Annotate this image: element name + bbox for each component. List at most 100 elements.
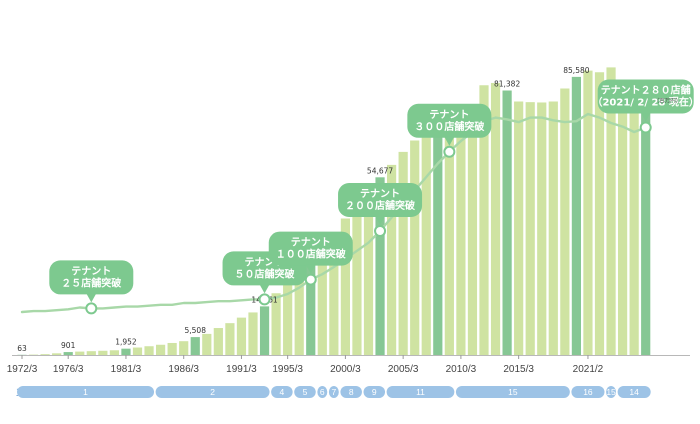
- factory-segment: [155, 386, 270, 398]
- sales-bar: [340, 218, 350, 355]
- bar-value-label: 85,580: [563, 66, 589, 75]
- factory-segment-label: 11: [416, 387, 425, 397]
- sales-bar: [583, 70, 593, 356]
- bars-layer: [17, 67, 651, 356]
- sales-bar: [594, 72, 605, 355]
- factory-segment: [317, 386, 328, 398]
- sales-bar: [363, 190, 374, 356]
- sales-bar: [317, 251, 327, 355]
- callout-bubble: [407, 103, 492, 138]
- milestone-marker: [443, 145, 456, 158]
- callout-pointer: [640, 112, 651, 122]
- factory-count-layer: 工場数124567891115161514: [16, 386, 651, 399]
- x-tick-label: 2010/3: [446, 364, 477, 375]
- sales-bar: [456, 110, 466, 355]
- sales-bar: [75, 351, 85, 355]
- callout-bubble: [338, 183, 423, 217]
- sales-bar: [502, 90, 512, 355]
- sales-bar: [52, 353, 62, 355]
- milestone-marker: [258, 293, 271, 306]
- factory-segment-label: 6: [320, 387, 325, 397]
- unit-label: （百万円）: [654, 98, 682, 105]
- sales-bar: [225, 323, 235, 355]
- sales-bar: [421, 125, 431, 356]
- bar-value-label: 54,677: [367, 166, 393, 175]
- factory-segment: [455, 386, 570, 398]
- callout-pointer: [375, 216, 386, 225]
- callout-text: テナント: [360, 188, 400, 200]
- tenant-count-line: [20, 112, 647, 314]
- x-tick-label: 2000/3: [330, 364, 361, 375]
- milestone-marker: [374, 225, 387, 237]
- factory-segment-label: 4: [280, 387, 285, 397]
- x-tick-label: 2005/3: [388, 364, 419, 375]
- sales-bar: [537, 102, 547, 355]
- x-tick-label: 2021/2: [573, 364, 604, 375]
- sales-bar: [490, 82, 501, 355]
- factory-segment: [17, 386, 155, 398]
- factory-segment: [294, 386, 316, 398]
- sales-bar: [410, 140, 420, 355]
- factory-segment-label: 15: [606, 387, 616, 397]
- x-tick-label: 1995/3: [272, 364, 303, 375]
- factory-segment-label: 1: [83, 387, 88, 397]
- sales-bar: [467, 112, 478, 356]
- sales-bar: [132, 347, 143, 355]
- sales-bar: [548, 101, 558, 355]
- factory-segment-label: 7: [331, 387, 336, 397]
- bar-value-label: 1,952: [115, 338, 137, 347]
- callout-text: １００店舗突破: [276, 248, 346, 261]
- sales-bar: [213, 328, 223, 355]
- factory-segment: [328, 386, 339, 398]
- sales-bar: [375, 177, 385, 355]
- callout-text: テナント: [71, 265, 111, 277]
- callout-pointer: [444, 136, 455, 146]
- sales-bar: [63, 352, 73, 355]
- sales-bar: [398, 151, 408, 356]
- factory-segment: [386, 386, 455, 398]
- x-tick-label: 1986/3: [168, 364, 199, 375]
- sales-bar: [109, 350, 119, 355]
- sales-bar: [629, 93, 639, 356]
- sales-bar: [236, 317, 247, 356]
- sales-bar: [121, 348, 131, 355]
- sales-bar: [571, 76, 581, 356]
- factory-segment: [271, 386, 293, 398]
- sales-bar: [259, 306, 270, 355]
- factory-segment-label: 14: [629, 387, 639, 397]
- callout-text: （2021/ 2/ 28 現在）: [592, 96, 698, 109]
- sales-bar: [606, 67, 616, 356]
- factory-segment: [363, 386, 386, 398]
- sales-bar: [306, 265, 316, 355]
- callout-text: ３００店舗突破: [414, 120, 484, 133]
- sales-bar: [190, 337, 200, 355]
- tenant-line-layer: [20, 112, 647, 314]
- sales-bar: [271, 293, 281, 355]
- factory-segment-label: 8: [349, 387, 354, 397]
- x-tick-label: 1991/3: [226, 364, 257, 375]
- factory-segment: [606, 386, 617, 398]
- factory-segment: [571, 386, 605, 398]
- sales-bar: [167, 342, 177, 355]
- factory-segment-label: 5: [303, 387, 308, 397]
- factory-segment-label: 9: [372, 387, 377, 397]
- callout-pointer: [305, 264, 316, 274]
- bar-value-label: 5,508: [185, 326, 207, 335]
- sales-bar: [86, 351, 96, 355]
- x-tick-label: 2015/3: [503, 364, 534, 375]
- callout-bubble: [268, 231, 353, 266]
- sales-bar: [641, 109, 651, 355]
- bar-value-label: 63: [17, 344, 27, 353]
- callout-text: テナント: [429, 109, 469, 121]
- x-tick-label: 1972/3: [7, 364, 38, 375]
- callout-text: ２５店舗突破: [61, 276, 121, 289]
- callout-pointer: [259, 284, 270, 294]
- callout-pointer: [86, 293, 97, 303]
- callout-bubble: [49, 260, 134, 295]
- sales-bar: [479, 85, 489, 355]
- sales-bar: [202, 333, 212, 356]
- sales-bar: [525, 102, 535, 356]
